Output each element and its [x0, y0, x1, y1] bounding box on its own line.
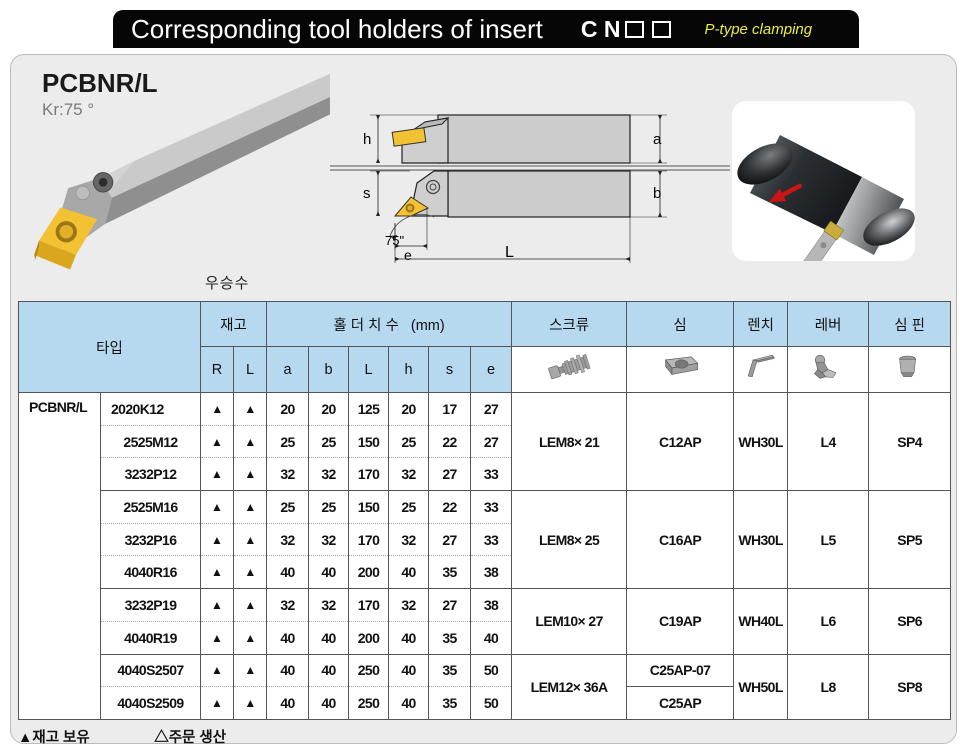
svg-text:a: a	[653, 131, 662, 148]
svg-text:h: h	[363, 131, 371, 148]
svg-text:s: s	[363, 185, 371, 202]
svg-text:L: L	[505, 244, 514, 261]
svg-text:b: b	[653, 185, 661, 202]
svg-text:e: e	[404, 247, 412, 263]
